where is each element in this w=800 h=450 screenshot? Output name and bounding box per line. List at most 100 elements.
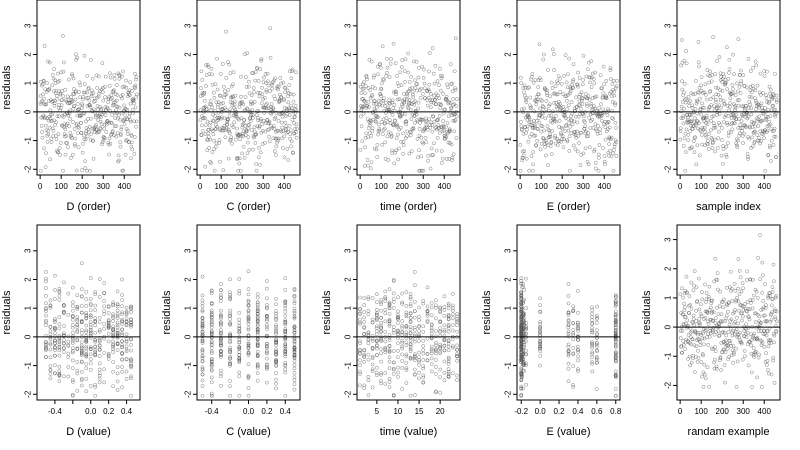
data-point: [115, 342, 120, 347]
data-point: [55, 97, 60, 101]
data-point: [763, 313, 767, 318]
data-point: [75, 317, 80, 322]
data-point: [773, 71, 777, 76]
data-point: [576, 348, 580, 352]
data-point: [694, 98, 699, 103]
data-point: [242, 155, 247, 160]
data-point: [115, 334, 120, 339]
data-point: [434, 305, 438, 310]
data-point: [719, 368, 723, 372]
y-tick-label: 2: [664, 266, 673, 271]
data-point: [411, 127, 416, 131]
y-tick-label: -2: [664, 381, 673, 389]
data-point: [701, 331, 705, 336]
data-point: [127, 88, 132, 93]
data-point: [720, 126, 724, 130]
data-point: [720, 80, 725, 84]
data-point: [90, 126, 95, 131]
data-point: [750, 298, 755, 302]
data-point: [716, 108, 721, 113]
data-point: [683, 100, 688, 105]
data-point: [390, 113, 395, 117]
data-point: [417, 376, 421, 381]
data-point: [595, 336, 599, 340]
data-point: [246, 337, 251, 342]
data-point: [751, 65, 755, 70]
data-point: [694, 319, 698, 323]
data-point: [48, 298, 53, 303]
data-point: [538, 340, 542, 345]
data-point: [379, 351, 383, 356]
data-point: [246, 345, 251, 350]
data-point: [571, 85, 575, 90]
y-tick-label: 2: [504, 52, 513, 57]
data-point: [265, 279, 269, 283]
y-tick-label: 2: [24, 52, 33, 57]
data-point: [455, 358, 459, 363]
data-point: [84, 336, 89, 340]
data-point: [707, 132, 711, 136]
data-point: [684, 49, 688, 53]
data-point: [91, 156, 96, 161]
data-point: [44, 342, 48, 346]
data-point: [254, 161, 258, 166]
data-point: [246, 312, 251, 316]
data-point: [405, 134, 409, 138]
y-tick-label: -1: [184, 136, 193, 144]
data-point: [613, 342, 618, 347]
y-axis-title: residuals: [641, 290, 653, 335]
x-tick-label: 0.2: [553, 407, 565, 416]
data-point: [770, 290, 775, 294]
data-point: [439, 103, 443, 107]
data-point: [259, 117, 263, 121]
data-point: [380, 44, 385, 49]
data-point: [524, 276, 528, 281]
data-point: [53, 341, 57, 345]
data-point: [680, 286, 684, 291]
data-point: [362, 359, 367, 364]
data-point: [412, 299, 417, 304]
data-point: [717, 121, 721, 125]
data-point: [703, 129, 707, 134]
data-point: [279, 120, 284, 125]
data-point: [566, 348, 571, 353]
data-point: [595, 332, 599, 336]
data-point: [391, 371, 396, 376]
data-point: [45, 133, 49, 138]
data-point: [229, 135, 234, 140]
data-point: [594, 341, 599, 346]
data-point: [274, 339, 278, 344]
data-point: [520, 326, 525, 330]
data-point: [79, 318, 84, 323]
data-point: [434, 358, 438, 362]
data-point: [609, 94, 614, 98]
data-point: [257, 124, 262, 129]
data-point: [292, 288, 297, 292]
data-point: [53, 363, 57, 368]
data-point: [590, 350, 595, 355]
data-point: [401, 131, 406, 136]
data-point: [53, 273, 57, 278]
data-point: [75, 330, 80, 334]
data-point: [524, 382, 528, 387]
data-point: [366, 352, 371, 357]
data-point: [599, 102, 603, 106]
data-point: [736, 299, 741, 304]
data-point: [588, 75, 593, 80]
data-point: [292, 370, 297, 375]
data-point: [409, 74, 414, 79]
data-point: [763, 106, 767, 110]
data-point: [705, 97, 709, 102]
data-point: [62, 350, 66, 354]
data-point: [716, 321, 721, 326]
data-point: [111, 103, 115, 108]
data-point: [576, 349, 580, 354]
data-point: [200, 293, 205, 298]
data-point: [400, 291, 405, 296]
data-point: [264, 106, 269, 111]
data-point: [774, 155, 778, 160]
data-point: [698, 321, 702, 326]
x-tick-label: 200: [716, 407, 730, 416]
data-point: [243, 133, 248, 138]
data-point: [412, 354, 417, 358]
